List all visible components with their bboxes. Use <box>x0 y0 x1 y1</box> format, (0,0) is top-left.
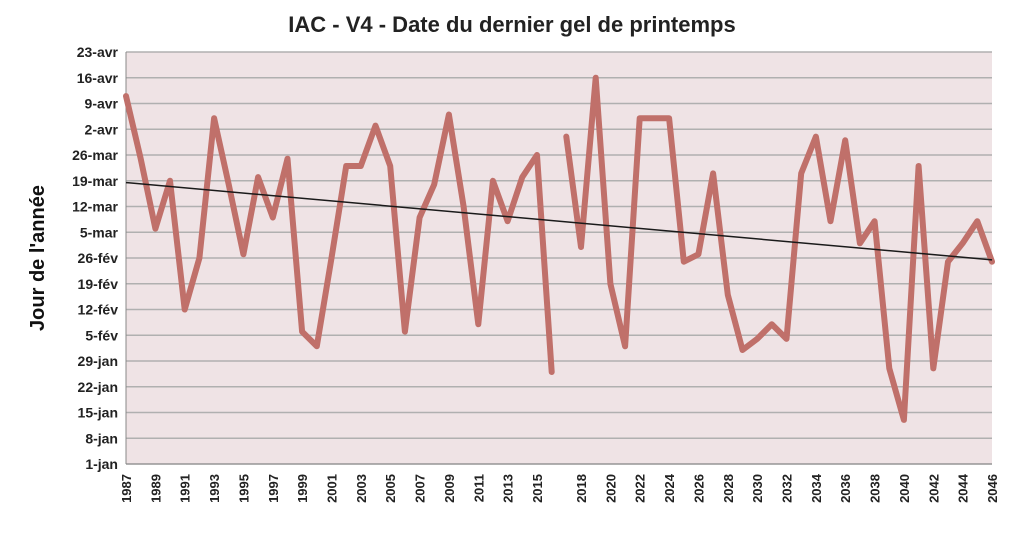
x-tick-label: 2040 <box>897 474 912 503</box>
trendline-group <box>125 181 993 261</box>
y-tick-label: 19-fév <box>78 276 119 292</box>
y-tick-label: 19-mar <box>72 173 118 189</box>
x-tick-label: 2013 <box>501 474 516 503</box>
y-tick-label: 1-jan <box>85 456 118 472</box>
y-tick-label: 15-jan <box>78 405 118 421</box>
y-tick-label: 5-fév <box>85 327 118 343</box>
x-tick-label: 2024 <box>662 473 677 503</box>
x-tick-label: 1987 <box>119 474 134 503</box>
x-tick-labels: 1987 1989 1991 1993 1995 1997 1999 2001 2003 2005… <box>119 473 1000 503</box>
x-tick-label: 2003 <box>354 474 369 503</box>
y-tick-label: 2-avr <box>85 121 119 137</box>
y-tick-labels: 1-jan 8-jan 15-jan 22-jan 29-jan 5-fév 12-fév 1… <box>72 44 118 472</box>
x-tick-label: 2028 <box>721 474 736 503</box>
x-tick-label: 2036 <box>838 474 853 503</box>
x-tick-label: 1999 <box>295 474 310 503</box>
x-tick-label: 1995 <box>236 474 251 503</box>
x-tick-label: 2022 <box>633 474 648 503</box>
series-line <box>123 93 555 375</box>
x-tick-label: 2007 <box>413 474 428 503</box>
x-tick-label: 2026 <box>691 474 706 503</box>
x-tick-label: 2042 <box>926 474 941 503</box>
x-tick-label: 2020 <box>603 474 618 503</box>
x-tick-label: 2018 <box>574 474 589 503</box>
chart-title: IAC - V4 - Date du dernier gel de printe… <box>288 12 735 37</box>
y-tick-label: 22-jan <box>78 379 118 395</box>
y-tick-label: 23-avr <box>77 44 119 60</box>
x-tick-label: 2011 <box>471 474 486 502</box>
x-tick-label: 2034 <box>809 473 824 503</box>
y-tick-label: 8-jan <box>85 430 118 446</box>
y-tick-label: 29-jan <box>78 353 118 369</box>
y-tick-label: 5-mar <box>80 224 119 240</box>
x-tick-label: 2044 <box>956 473 971 503</box>
y-tick-label: 12-fév <box>78 302 119 318</box>
y-tick-label: 16-avr <box>77 70 119 86</box>
grid-lines <box>125 51 992 465</box>
x-tick-label: 2001 <box>324 474 339 503</box>
y-tick-label: 26-mar <box>72 147 118 163</box>
x-tick-label: 2032 <box>780 474 795 503</box>
x-tick-label: 2046 <box>985 474 1000 503</box>
x-tick-label: 2015 <box>530 474 545 503</box>
x-tick-label: 2009 <box>442 474 457 503</box>
x-tick-label: 2005 <box>383 474 398 503</box>
x-tick-label: 1989 <box>148 474 163 503</box>
y-axis-label: Jour de l'année <box>27 185 49 331</box>
trend-line <box>125 181 993 261</box>
y-tick-label: 12-mar <box>72 199 118 215</box>
x-tick-label: 2030 <box>750 474 765 503</box>
x-tick-label: 1997 <box>266 474 281 503</box>
x-tick-label: 2038 <box>868 474 883 503</box>
x-tick-label: 1991 <box>178 474 193 503</box>
series-group <box>123 74 995 423</box>
x-tick-label: 1993 <box>207 474 222 503</box>
y-tick-label: 9-avr <box>85 96 119 112</box>
y-tick-label: 26-fév <box>78 250 119 266</box>
series-line <box>563 74 995 423</box>
